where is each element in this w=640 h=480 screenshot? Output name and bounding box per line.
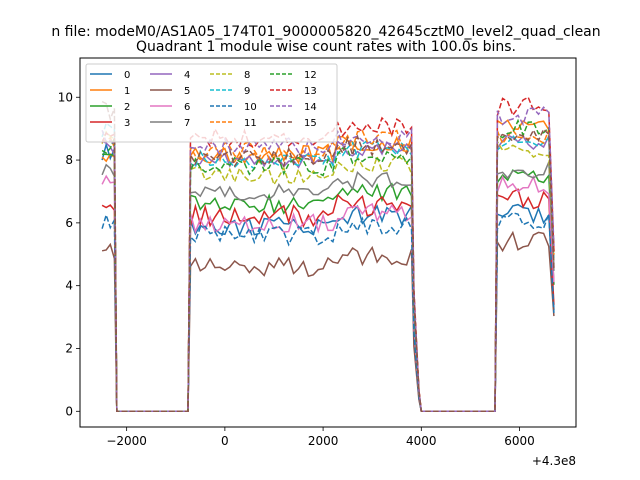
series-line-15	[101, 100, 555, 413]
x-tick-label: −2000	[106, 434, 147, 448]
series-layer	[101, 96, 555, 413]
legend-label-8: 8	[244, 70, 250, 81]
legend-label-2: 2	[124, 102, 130, 113]
y-tick-label: 0	[65, 404, 73, 418]
figure-suptitle: n file: modeM0/AS1A05_174T01_9000005820_…	[51, 24, 600, 40]
legend-label-11: 11	[244, 118, 257, 129]
legend-label-7: 7	[184, 118, 190, 129]
series-line-10	[101, 212, 555, 413]
y-tick-label: 8	[65, 153, 73, 167]
x-axis-offset-text: +4.3e8	[532, 454, 576, 468]
legend-label-4: 4	[184, 70, 190, 81]
series-line-5	[101, 230, 555, 413]
y-tick-label: 4	[65, 279, 73, 293]
series-line-0	[101, 141, 555, 413]
legend-label-1: 1	[124, 86, 130, 97]
series-line-1	[101, 119, 555, 413]
series-line-11	[101, 128, 555, 413]
legend-box	[85, 63, 338, 143]
legend-label-13: 13	[304, 86, 317, 97]
plot-frame	[79, 57, 577, 428]
legend-label-3: 3	[124, 118, 130, 129]
series-line-9	[101, 122, 555, 413]
x-tick-label: 4000	[406, 434, 437, 448]
series-line-2	[102, 153, 555, 413]
y-tick-label: 2	[65, 341, 73, 355]
chart-title: Quadrant 1 module wise count rates with …	[136, 39, 516, 55]
legend-label-10: 10	[244, 102, 257, 113]
series-line-6	[101, 174, 555, 413]
legend-label-9: 9	[244, 86, 250, 97]
x-tick-label: 0	[221, 434, 229, 448]
legend-label-6: 6	[184, 102, 190, 113]
y-tick-label: 6	[65, 216, 73, 230]
axis-ticks: −2000 0 2000 4000 6000 0 2 4 6 8 10	[58, 90, 535, 448]
series-line-7	[101, 161, 555, 413]
legend-label-5: 5	[184, 86, 190, 97]
legend-label-0: 0	[124, 70, 130, 81]
x-tick-label: 6000	[504, 434, 535, 448]
x-tick-label: 2000	[308, 434, 339, 448]
series-line-8	[101, 130, 555, 413]
series-line-12	[101, 118, 555, 413]
legend-label-12: 12	[304, 70, 317, 81]
y-tick-label: 10	[58, 90, 73, 104]
legend-label-15: 15	[304, 118, 317, 129]
legend-label-14: 14	[304, 102, 317, 113]
